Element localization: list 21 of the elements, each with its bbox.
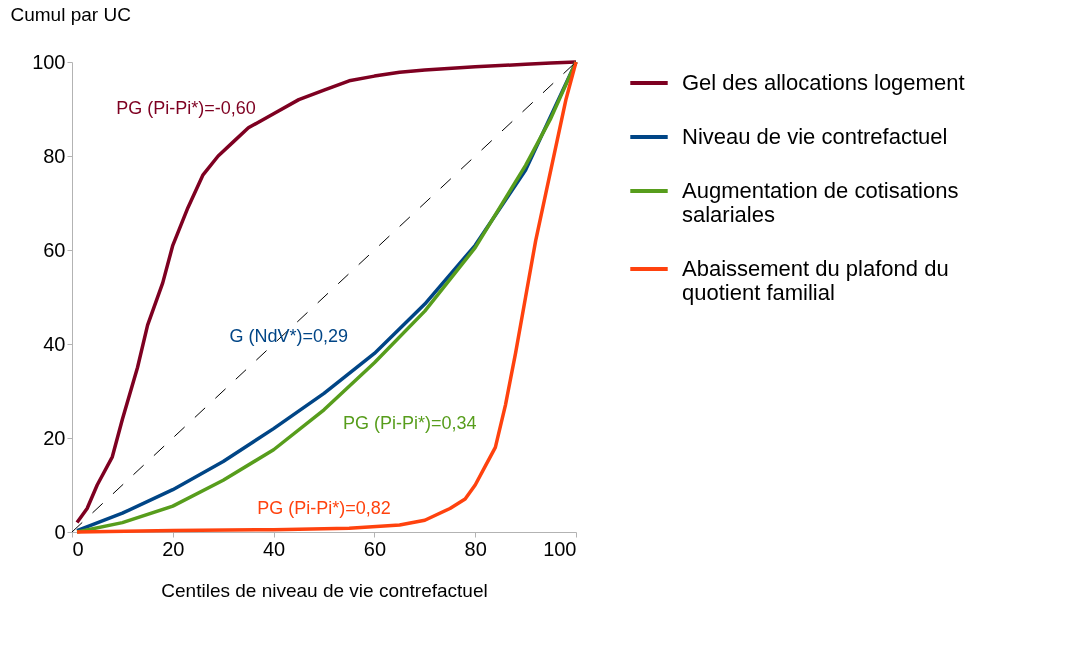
legend-label: Abaissement du plafond du quotient familial <box>682 256 949 305</box>
x-tick-label: 100 <box>543 537 577 560</box>
y-tick-label: 80 <box>43 144 66 167</box>
y-tick-label: 40 <box>43 332 66 355</box>
x-tick-label: 60 <box>363 537 387 560</box>
annotation: PG (Pi-Pi*)=0,82 <box>257 497 391 518</box>
y-axis-title: Cumul par UC <box>10 3 131 25</box>
legend-label: Augmentation de cotisations salariales <box>682 178 959 227</box>
x-axis-title: Centiles de niveau de vie contrefactuel <box>161 579 488 601</box>
x-tick-label: 0 <box>72 537 84 560</box>
x-tick-label: 40 <box>262 537 286 560</box>
y-tick-label: 0 <box>54 520 66 543</box>
annotation: PG (Pi-Pi*)=0,34 <box>342 412 477 433</box>
annotation: PG (Pi-Pi*)=-0,60 <box>116 98 256 118</box>
y-tick-label: 20 <box>43 426 66 449</box>
x-tick-label: 80 <box>464 537 487 560</box>
y-tick-label: 60 <box>43 238 66 261</box>
legend-label: Niveau de vie contrefactuel <box>682 124 948 149</box>
legend-label: Gel des allocations logement <box>682 70 965 95</box>
y-tick-label: 100 <box>32 50 66 73</box>
x-tick-label: 20 <box>162 537 185 560</box>
